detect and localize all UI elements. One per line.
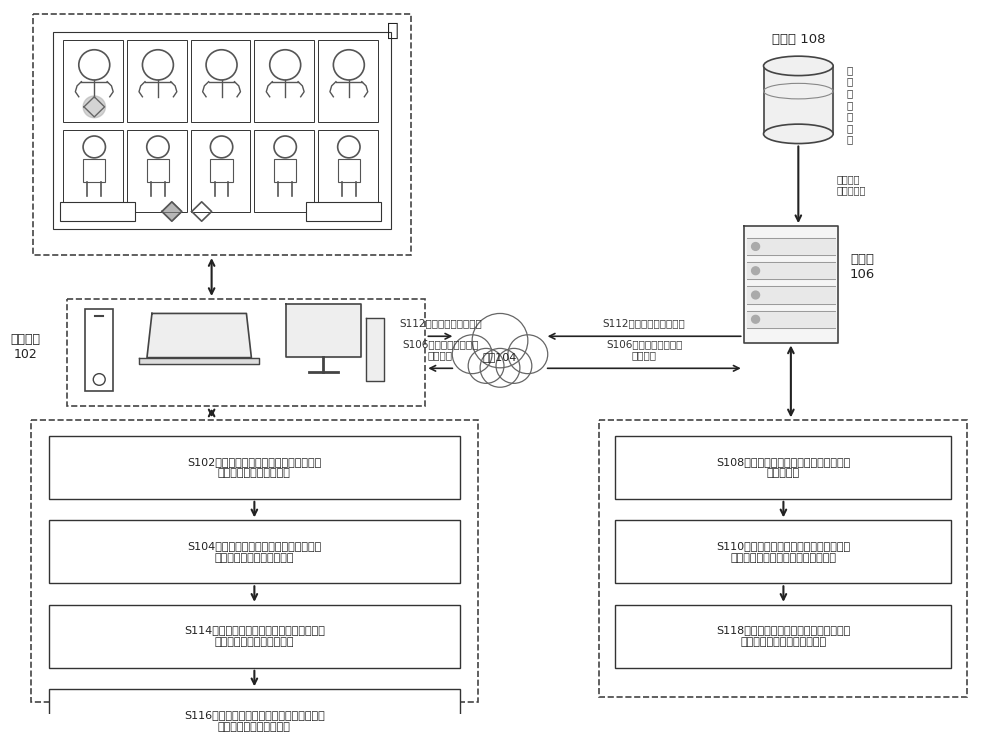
Text: S112，发送参考对战信息: S112，发送参考对战信息 bbox=[399, 319, 482, 328]
Circle shape bbox=[496, 348, 532, 383]
Bar bbox=[318, 40, 378, 122]
Polygon shape bbox=[286, 303, 361, 357]
Text: ⌕: ⌕ bbox=[387, 21, 398, 40]
Bar bbox=[85, 309, 113, 391]
Bar bbox=[254, 40, 314, 122]
Bar bbox=[49, 520, 460, 583]
Bar bbox=[49, 689, 460, 733]
Bar bbox=[127, 130, 187, 213]
Text: S112，发送参考对战信息: S112，发送参考对战信息 bbox=[603, 319, 686, 328]
Circle shape bbox=[83, 96, 105, 118]
Text: 网络104: 网络104 bbox=[483, 352, 517, 362]
Bar bbox=[83, 158, 105, 183]
Text: 数
据
库
管
理
软
件: 数 据 库 管 理 软 件 bbox=[846, 65, 852, 144]
Text: S104，响应于参考对战结果的截图导入操
作，并接收对战结果的截图: S104，响应于参考对战结果的截图导入操 作，并接收对战结果的截图 bbox=[187, 541, 321, 563]
Circle shape bbox=[752, 243, 760, 251]
Text: 获取数据
库管理软件: 获取数据 库管理软件 bbox=[836, 174, 865, 196]
Circle shape bbox=[468, 348, 504, 383]
Text: S106，发送参考对战结
果的截图: S106，发送参考对战结 果的截图 bbox=[402, 339, 479, 361]
Bar bbox=[52, 32, 391, 229]
Bar bbox=[49, 605, 460, 668]
Circle shape bbox=[452, 335, 492, 374]
Text: S108，获取参考对战任务对应的参考对战
结果的截图: S108，获取参考对战任务对应的参考对战 结果的截图 bbox=[716, 457, 851, 478]
Bar bbox=[191, 40, 250, 122]
Polygon shape bbox=[747, 237, 835, 255]
Bar bbox=[63, 40, 123, 122]
Polygon shape bbox=[162, 202, 182, 221]
Circle shape bbox=[480, 348, 520, 387]
Bar bbox=[306, 202, 381, 221]
Bar bbox=[157, 318, 241, 356]
Circle shape bbox=[752, 267, 760, 275]
Bar bbox=[191, 130, 250, 213]
Circle shape bbox=[752, 291, 760, 299]
Text: S118，响应于任务触发操作信息，按照对
象匹配结果运行当前对战任务: S118，响应于任务触发操作信息，按照对 象匹配结果运行当前对战任务 bbox=[716, 625, 851, 647]
Polygon shape bbox=[747, 262, 835, 279]
Bar bbox=[254, 130, 314, 213]
Bar bbox=[615, 605, 951, 668]
Bar bbox=[33, 15, 411, 255]
Bar bbox=[318, 130, 378, 213]
Bar bbox=[291, 309, 356, 353]
Bar bbox=[31, 420, 478, 701]
Ellipse shape bbox=[764, 124, 833, 144]
Text: 服务器
106: 服务器 106 bbox=[850, 253, 875, 281]
Polygon shape bbox=[747, 287, 835, 303]
Text: S110，对所述截图进行信息识别后，得到
所述参考对战结果中的参考对战信息: S110，对所述截图进行信息识别后，得到 所述参考对战结果中的参考对战信息 bbox=[716, 541, 850, 563]
Text: S116，响应于任务触发操作，发送对象匹配
结果和任务触发操作信息: S116，响应于任务触发操作，发送对象匹配 结果和任务触发操作信息 bbox=[184, 710, 325, 732]
Circle shape bbox=[752, 315, 760, 323]
Bar bbox=[615, 436, 951, 499]
Polygon shape bbox=[366, 318, 384, 381]
Bar bbox=[63, 130, 123, 213]
Circle shape bbox=[472, 314, 528, 368]
Bar bbox=[60, 202, 135, 221]
Bar bbox=[210, 158, 233, 183]
Bar bbox=[338, 158, 360, 183]
Ellipse shape bbox=[764, 56, 833, 75]
Polygon shape bbox=[139, 358, 259, 364]
Text: S102，显示当前用户账号所要参与的当前
对战任务的对象匹配界面: S102，显示当前用户账号所要参与的当前 对战任务的对象匹配界面 bbox=[187, 457, 321, 478]
Polygon shape bbox=[147, 314, 251, 358]
Text: S114，将所述参考对战信息添加至所述候选
位置中，得到对象匹配结果: S114，将所述参考对战信息添加至所述候选 位置中，得到对象匹配结果 bbox=[184, 625, 325, 647]
Circle shape bbox=[508, 335, 548, 374]
Text: 数据库 108: 数据库 108 bbox=[772, 34, 825, 46]
Bar bbox=[49, 436, 460, 499]
Text: S106，发送参考对战结
果的截图: S106，发送参考对战结 果的截图 bbox=[606, 339, 682, 361]
Bar bbox=[127, 40, 187, 122]
Polygon shape bbox=[744, 226, 838, 342]
Text: 终端设备
102: 终端设备 102 bbox=[11, 333, 41, 361]
Bar bbox=[615, 520, 951, 583]
Bar bbox=[274, 158, 296, 183]
Polygon shape bbox=[764, 66, 833, 134]
Bar bbox=[67, 299, 425, 405]
Bar bbox=[147, 158, 169, 183]
Polygon shape bbox=[747, 311, 835, 328]
Bar bbox=[599, 420, 967, 697]
